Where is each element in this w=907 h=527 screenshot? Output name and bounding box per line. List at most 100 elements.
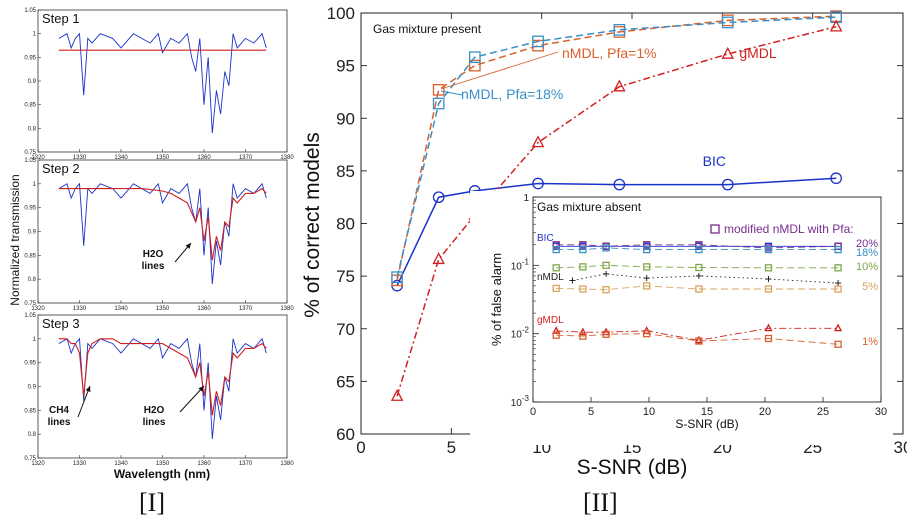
data-point-marker xyxy=(695,337,703,345)
data-point-marker xyxy=(764,323,773,332)
y-tick-label: 80 xyxy=(336,215,355,234)
data-point-marker xyxy=(552,284,560,293)
inset-series-nmdl: nMDL xyxy=(537,270,842,287)
data-point-marker xyxy=(531,135,545,148)
data-point-marker xyxy=(579,332,587,340)
panel-i-x-axis-label: Wavelength (nm) xyxy=(114,467,210,481)
y-tick-label: 10-3 xyxy=(511,394,530,409)
data-point-marker xyxy=(834,340,842,348)
series-label: 20% xyxy=(856,238,878,250)
y-tick-label: 0.95 xyxy=(24,206,36,212)
data-point-marker xyxy=(764,264,773,272)
data-point-marker xyxy=(834,264,842,272)
data-point-marker xyxy=(643,263,651,271)
y-tick-label: 1.05 xyxy=(24,158,36,164)
series-line xyxy=(556,264,839,269)
annotation-arrowhead xyxy=(85,386,91,392)
data-point-marker xyxy=(432,191,445,204)
data-point-marker xyxy=(602,261,610,269)
data-point-marker xyxy=(721,178,734,191)
x-tick-label: 1320 xyxy=(31,306,45,312)
data-point-marker xyxy=(579,263,587,271)
y-tick-label: 1 xyxy=(523,193,529,204)
data-point-marker xyxy=(764,334,773,343)
x-tick-label: 15 xyxy=(701,406,713,418)
data-point-marker xyxy=(579,241,587,249)
data-point-marker xyxy=(764,285,773,293)
x-tick-label: 1320 xyxy=(31,155,45,161)
label-leader-line xyxy=(440,51,559,90)
series-line xyxy=(396,15,837,281)
subplot-frame xyxy=(37,159,288,304)
x-tick-label: 1350 xyxy=(156,306,170,312)
annotation-arrow xyxy=(179,385,205,413)
data-point-marker xyxy=(695,272,702,279)
caption-panel-i: [I] xyxy=(139,488,165,517)
data-point-marker xyxy=(552,326,561,334)
data-point-marker xyxy=(830,172,843,185)
tick-exponent: -3 xyxy=(522,394,530,403)
panel-ii-inset-chart: 10-310-210-110 5 10 15 20 25 30S-SNR (dB)% of … xyxy=(470,191,893,445)
series-line xyxy=(556,247,839,251)
inset-title: Gas mixture absent xyxy=(537,200,642,214)
annotation-label: lines xyxy=(143,417,166,428)
x-tick-label: 1370 xyxy=(239,461,253,467)
panel-i-y-axis-label: Normalized transmission xyxy=(8,174,22,305)
data-point-marker xyxy=(721,46,735,59)
data-point-marker xyxy=(643,241,651,249)
x-tick-label: 1380 xyxy=(280,306,294,312)
x-tick-label: 1370 xyxy=(239,155,253,161)
inset-series-1: 1% xyxy=(552,330,878,348)
x-tick-label: 1340 xyxy=(114,461,128,467)
series-label: nMDL, Pfa=1% xyxy=(562,45,657,61)
series-label: gMDL xyxy=(537,315,564,326)
y-tick-label: 95 xyxy=(336,57,355,76)
data-point-marker xyxy=(552,331,560,339)
series-label: BIC xyxy=(703,153,726,169)
x-tick-label: 1380 xyxy=(280,155,294,161)
inset-series-20: 20% xyxy=(552,238,878,252)
y-tick-label: 0.8 xyxy=(28,126,37,132)
x-tick-label: 10 xyxy=(643,406,655,418)
data-point-marker xyxy=(613,23,626,36)
data-point-marker xyxy=(391,271,403,284)
series-label: 10% xyxy=(856,261,878,273)
data-point-marker xyxy=(578,327,587,336)
y-tick-label: 10-2 xyxy=(511,326,530,341)
tick-exponent: -1 xyxy=(522,257,530,266)
inset-series-18: 18% xyxy=(552,244,878,259)
data-point-marker xyxy=(602,286,610,294)
data-point-marker xyxy=(468,51,481,64)
x-tick-label: 0 xyxy=(530,406,536,418)
series-label: nMDL xyxy=(537,272,564,283)
y-tick-label: 0.95 xyxy=(24,361,36,367)
series-label: nMDL, Pfa=18% xyxy=(461,86,563,102)
data-point-marker xyxy=(643,245,651,254)
y-tick-label: 100 xyxy=(327,4,355,23)
y-tick-label: 60 xyxy=(336,425,355,444)
annotation-label: CH4 xyxy=(49,405,69,416)
data-point-marker xyxy=(552,264,560,272)
series-label: 5% xyxy=(862,281,878,293)
y-tick-label: 70 xyxy=(336,320,355,339)
x-tick-label: 1330 xyxy=(73,461,87,467)
inset-series-10: 10% xyxy=(552,261,878,273)
data-point-marker xyxy=(835,280,842,287)
annotation-arrow xyxy=(77,385,91,418)
data-point-marker xyxy=(579,245,587,254)
data-point-marker xyxy=(532,177,544,190)
x-tick-label: 1360 xyxy=(197,306,211,312)
data-point-marker xyxy=(695,245,703,254)
inset-y-axis-label: % of false alarm xyxy=(489,253,504,346)
y-tick-label: 0.95 xyxy=(24,55,36,61)
y-tick-label: 1 xyxy=(33,32,37,38)
series-label: 18% xyxy=(856,247,878,259)
data-point-marker xyxy=(643,330,651,338)
data-point-marker xyxy=(432,252,445,265)
y-tick-label: 1 xyxy=(33,337,37,343)
series-line xyxy=(396,16,837,278)
tick-base: 10 xyxy=(511,398,523,409)
